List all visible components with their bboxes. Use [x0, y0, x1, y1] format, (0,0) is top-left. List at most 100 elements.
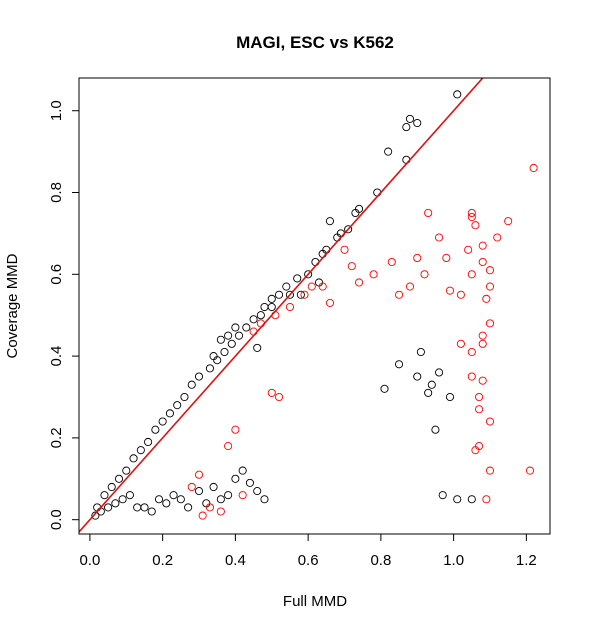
x-tick-label: 1.2: [516, 552, 537, 569]
data-point: [464, 245, 473, 254]
data-point: [420, 270, 429, 279]
data-point: [485, 282, 495, 291]
data-point: [205, 503, 214, 512]
data-point: [169, 491, 178, 500]
data-point: [187, 482, 196, 492]
data-point: [442, 253, 451, 263]
x-tick-label: 0.2: [152, 552, 173, 569]
data-point: [267, 302, 276, 312]
data-point: [344, 225, 353, 234]
data-point: [165, 409, 174, 418]
data-point: [194, 487, 204, 496]
x-axis-label: Full MMD: [283, 593, 347, 610]
data-point: [216, 495, 225, 504]
data-point: [402, 155, 411, 164]
data-point: [209, 482, 218, 492]
data-point: [107, 482, 116, 492]
data-point: [253, 343, 262, 352]
data-point: [267, 294, 276, 303]
data-point: [100, 491, 109, 500]
data-point: [373, 188, 382, 197]
data-point: [256, 311, 265, 320]
data-point: [478, 331, 487, 340]
data-point: [162, 499, 171, 508]
data-point: [245, 478, 254, 487]
data-point: [435, 233, 444, 242]
data-point: [282, 282, 291, 291]
data-point: [478, 339, 487, 348]
data-point: [224, 331, 233, 340]
data-point: [471, 221, 480, 230]
data-point: [194, 470, 204, 479]
data-point: [467, 372, 476, 381]
data-point: [224, 442, 233, 451]
data-point: [384, 147, 393, 156]
data-point: [209, 352, 218, 361]
data-point: [238, 491, 247, 500]
data-point: [216, 507, 225, 516]
data-point: [478, 376, 487, 385]
data-point: [504, 217, 513, 226]
data-point: [234, 331, 244, 340]
data-point: [285, 302, 295, 312]
y-axis: 0.0 0.2 0.4 0.6 0.8 1.0: [48, 100, 80, 530]
data-point: [238, 466, 247, 475]
data-point: [485, 266, 495, 275]
plot-frame: [78, 77, 551, 535]
data-point: [154, 495, 164, 504]
data-point: [424, 208, 433, 218]
data-point: [485, 466, 495, 475]
data-point: [369, 270, 378, 279]
reference-line: [79, 78, 484, 533]
y-tick-label: 0.6: [48, 264, 65, 285]
data-point: [224, 491, 233, 500]
y-tick-label: 1.0: [48, 100, 65, 121]
data-point: [300, 290, 309, 299]
data-point: [111, 499, 120, 508]
data-point: [467, 347, 476, 357]
data-point: [456, 339, 465, 348]
data-point: [467, 208, 476, 218]
data-point: [445, 286, 455, 295]
red-series: [187, 163, 538, 520]
data-point: [176, 495, 185, 504]
y-tick-label: 0.2: [48, 427, 65, 448]
data-point: [453, 495, 462, 504]
data-point: [435, 368, 444, 377]
data-point: [253, 487, 262, 496]
data-point: [325, 217, 335, 226]
data-point: [413, 253, 422, 263]
data-point: [227, 339, 236, 348]
data-point: [467, 495, 476, 504]
data-point: [431, 425, 440, 434]
data-point: [405, 114, 415, 123]
data-point: [91, 511, 100, 520]
data-point: [485, 319, 495, 328]
data-point: [405, 282, 415, 291]
y-tick-label: 0.0: [48, 509, 65, 530]
data-point: [249, 315, 258, 324]
data-point: [260, 495, 269, 504]
data-point: [304, 270, 313, 279]
data-point: [482, 495, 491, 504]
data-point: [453, 90, 462, 99]
x-tick-label: 0.6: [298, 552, 319, 569]
data-point: [402, 123, 411, 132]
data-point: [475, 405, 484, 414]
data-point: [325, 298, 335, 307]
x-tick-label: 0.8: [370, 552, 391, 569]
data-point: [354, 278, 364, 287]
data-point: [318, 282, 327, 291]
data-point: [351, 208, 360, 218]
data-point: [151, 425, 160, 434]
data-point: [231, 425, 240, 434]
data-point: [293, 274, 302, 283]
data-point: [413, 372, 422, 381]
black-series: [91, 90, 476, 520]
data-point: [144, 437, 153, 447]
data-point: [256, 319, 265, 328]
x-tick-label: 0.4: [225, 552, 246, 569]
data-point: [427, 380, 436, 389]
data-point: [267, 388, 276, 397]
data-point: [413, 118, 422, 128]
